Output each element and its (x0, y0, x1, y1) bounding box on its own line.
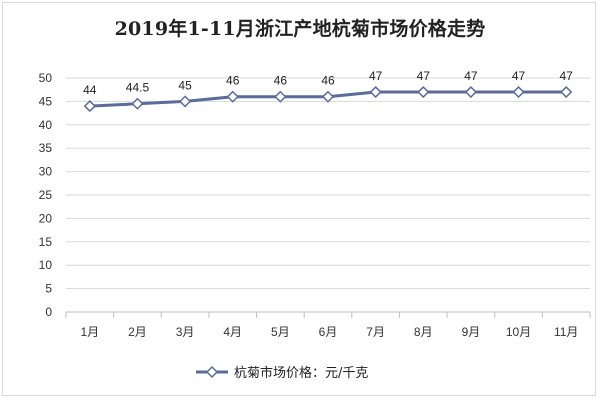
y-tick-label: 30 (39, 165, 53, 179)
y-tick-label: 15 (39, 235, 53, 249)
data-point-marker (179, 95, 192, 108)
y-tick-label: 20 (39, 211, 53, 225)
x-tick-label: 5月 (271, 325, 290, 339)
chart-title: 2019年1-11月浙江产地杭菊市场价格走势 (114, 18, 486, 40)
gridlines (66, 77, 590, 313)
data-point-marker (83, 100, 96, 113)
y-tick-label: 45 (39, 94, 53, 108)
x-tick-label: 1月 (80, 325, 99, 339)
y-axis: 0 5 10 15 20 25 30 35 40 45 50 (39, 71, 53, 319)
data-label: 47 (560, 69, 574, 83)
chart-frame (2, 2, 596, 396)
x-tick-label: 6月 (319, 325, 338, 339)
data-point-marker (321, 90, 335, 103)
data-label: 44 (83, 83, 97, 97)
data-point-marker (226, 90, 239, 103)
data-label: 47 (369, 69, 383, 83)
x-tick-label: 10月 (506, 325, 531, 339)
data-label: 46 (321, 74, 335, 88)
x-tick-label: 4月 (223, 325, 242, 339)
data-labels: 44 44.5 45 46 46 46 47 47 47 47 47 (83, 69, 573, 97)
data-label: 47 (417, 69, 431, 83)
y-tick-label: 10 (39, 258, 53, 272)
data-point-marker (274, 90, 287, 103)
y-tick-label: 25 (39, 188, 53, 202)
y-tick-label: 35 (39, 141, 53, 155)
series-layer (83, 85, 573, 113)
legend-marker (205, 365, 219, 379)
data-point-marker (369, 85, 382, 99)
legend-label: 杭菊市场价格：元/千克 (234, 365, 368, 381)
data-label: 46 (226, 74, 240, 88)
x-tick-label: 2月 (128, 325, 147, 339)
x-tick-label: 9月 (462, 325, 481, 339)
data-label: 45 (178, 78, 192, 92)
y-tick-label: 50 (39, 71, 53, 85)
y-tick-label: 40 (39, 118, 53, 132)
data-point-marker (560, 85, 573, 99)
y-tick-label: 5 (45, 282, 52, 296)
x-tick-label: 3月 (176, 325, 195, 339)
legend: 杭菊市场价格：元/千克 (196, 365, 368, 381)
data-label: 46 (274, 74, 288, 88)
y-tick-label: 0 (45, 305, 52, 319)
data-label: 47 (512, 69, 526, 83)
x-tick-label: 11月 (554, 325, 578, 339)
x-tick-label: 8月 (414, 325, 433, 339)
x-axis: 1月 2月 3月 4月 5月 6月 7月 8月 9月 10月 11月 (65, 312, 591, 339)
data-point-marker (417, 85, 430, 99)
data-point-marker (131, 97, 144, 110)
data-label: 44.5 (126, 81, 150, 95)
data-label: 47 (464, 69, 478, 83)
x-tick-label: 7月 (366, 325, 385, 339)
data-point-marker (464, 85, 477, 99)
data-point-marker (512, 85, 525, 99)
